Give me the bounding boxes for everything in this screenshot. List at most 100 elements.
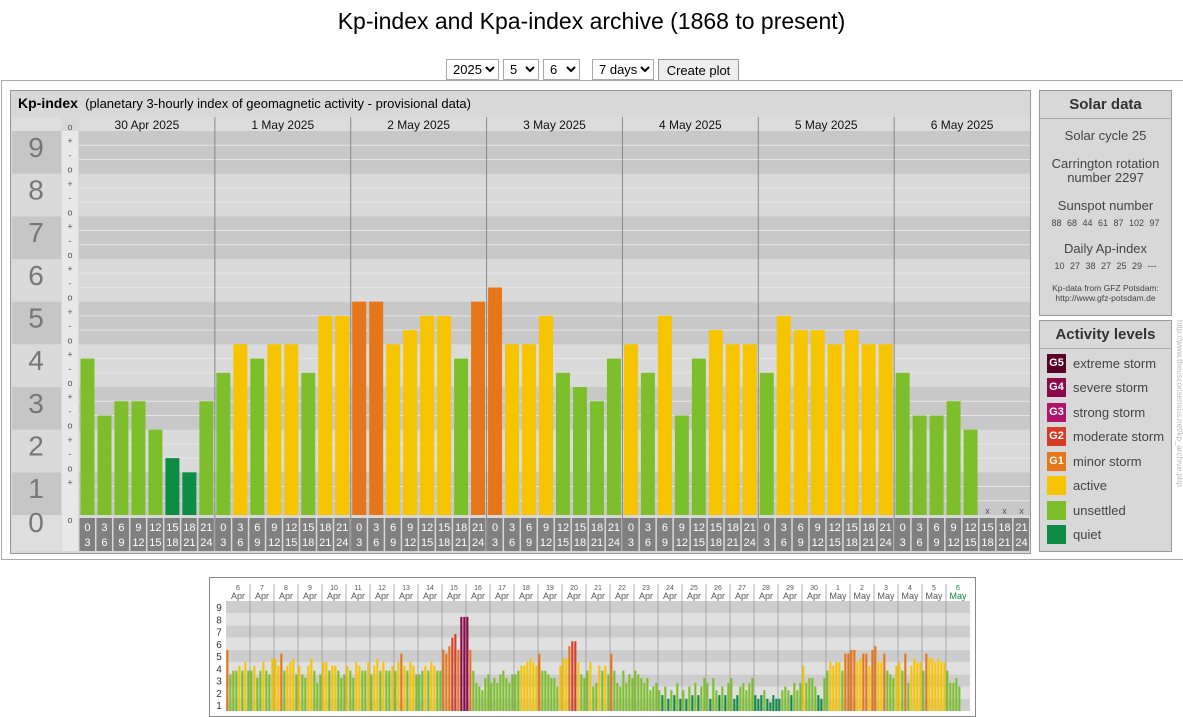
- overview-bar: [283, 670, 286, 711]
- kp-hour-end-label: 6: [781, 537, 787, 549]
- kp-hour-start-label: 12: [421, 522, 433, 534]
- overview-bar: [274, 658, 277, 711]
- kp-hour-cell: [385, 518, 401, 551]
- kp-hour-start-label: 21: [744, 522, 756, 534]
- kp-panel-title: Kp-index: [18, 95, 78, 111]
- kp-sub-tick-label: o: [67, 463, 72, 473]
- kp-y-tick-label: 4: [28, 345, 44, 376]
- overview-bar: [436, 670, 439, 711]
- kp-hour-start-label: 9: [271, 522, 277, 534]
- overview-bar: [673, 695, 676, 711]
- month-select[interactable]: 5: [503, 59, 539, 80]
- overview-bar: [763, 690, 766, 711]
- overview-bar: [235, 670, 238, 711]
- overview-y-tick-label: 1: [216, 701, 222, 712]
- kp-bar: [369, 301, 384, 515]
- kp-hour-end-label: 21: [998, 537, 1010, 549]
- overview-bar: [853, 649, 856, 711]
- overview-bar: [736, 695, 739, 711]
- overview-bar: [469, 649, 472, 711]
- kp-bar: [878, 344, 893, 515]
- legend-item: G3 strong storm: [1040, 400, 1171, 425]
- overview-bar: [955, 678, 958, 711]
- overview-bar: [928, 658, 931, 711]
- page-title: Kp-index and Kpa-index archive (1868 to …: [337, 8, 846, 34]
- overview-bar: [541, 670, 544, 711]
- overview-bar: [898, 662, 901, 711]
- overview-bar: [328, 670, 331, 711]
- overview-bar: [850, 649, 853, 711]
- year-select[interactable]: 2025: [446, 59, 499, 80]
- legend-item: G2 moderate storm: [1040, 425, 1171, 450]
- overview-bar: [697, 695, 700, 711]
- overview-bar: [268, 674, 271, 711]
- overview-bar: [694, 682, 697, 711]
- kp-bar: [131, 401, 146, 515]
- kp-day-label: 1 May 2025: [251, 118, 314, 132]
- overview-y-tick-label: 4: [216, 664, 222, 675]
- overview-day-number: 9: [308, 585, 312, 592]
- overview-bar: [766, 698, 769, 711]
- kp-bar: [318, 315, 333, 515]
- kp-hour-end-label: 3: [900, 537, 906, 549]
- overview-month-label: Apr: [783, 591, 797, 601]
- overview-bar: [790, 695, 793, 711]
- overview-bar: [346, 665, 349, 711]
- overview-bar: [622, 670, 625, 711]
- overview-bar: [514, 674, 517, 711]
- kp-hour-start-label: 12: [285, 522, 297, 534]
- kp-bar: [827, 344, 842, 515]
- overview-bar: [502, 670, 505, 711]
- overview-day-number: 30: [810, 585, 818, 592]
- kp-hour-start-label: 9: [543, 522, 549, 534]
- overview-bar: [925, 653, 928, 711]
- overview-bar: [457, 649, 460, 711]
- overview-bar: [724, 695, 727, 711]
- overview-day-number: 6: [956, 585, 960, 592]
- kp-sub-tick-label: -: [69, 364, 72, 374]
- legend-swatch: [1047, 525, 1066, 545]
- overview-bar: [691, 695, 694, 711]
- kp-sub-tick-label: -: [69, 193, 72, 203]
- overview-bar: [634, 670, 637, 711]
- overview-y-tick-label: 3: [216, 677, 222, 688]
- overview-bar: [952, 682, 955, 711]
- overview-bar: [427, 670, 430, 711]
- overview-bar: [553, 678, 556, 711]
- legend-swatch: G3: [1047, 402, 1066, 422]
- kp-bar: [742, 344, 757, 515]
- kp-hour-cell: [945, 518, 962, 551]
- kp-hour-end-label: 9: [118, 537, 124, 549]
- kp-hour-cell: [962, 518, 979, 551]
- kp-sub-tick-label: o: [67, 250, 72, 260]
- overview-month-label: Apr: [495, 591, 509, 601]
- kp-panel-subtitle: (planetary 3-hourly index of geomagnetic…: [85, 96, 471, 111]
- kp-hour-cell: [453, 518, 469, 551]
- kp-bar: [216, 372, 231, 515]
- kp-y-tick-label: 6: [28, 260, 44, 291]
- kp-hour-end-label: 12: [676, 537, 688, 549]
- overview-bar: [661, 695, 664, 711]
- kp-hour-end-label: 6: [237, 537, 243, 549]
- kp-hour-end-label: 24: [608, 537, 620, 549]
- kp-band: [79, 216, 1030, 259]
- overview-month-label: Apr: [615, 591, 629, 601]
- overview-bar: [823, 678, 826, 711]
- kp-axis-band: [12, 259, 61, 302]
- overview-bar: [409, 662, 412, 711]
- overview-bar: [619, 686, 622, 711]
- span-select[interactable]: 7 days: [592, 59, 654, 80]
- overview-bar: [331, 665, 334, 711]
- overview-day-number: 11: [354, 585, 361, 592]
- overview-bar: [340, 678, 343, 711]
- overview-bar: [481, 690, 484, 711]
- overview-y-tick-label: 9: [216, 603, 222, 614]
- overview-bar: [238, 665, 241, 711]
- overview-bar: [406, 670, 409, 711]
- overview-bar: [592, 686, 595, 711]
- overview-month-label: Apr: [759, 591, 773, 601]
- day-select[interactable]: 6: [543, 59, 580, 80]
- overview-bar: [583, 678, 586, 711]
- overview-month-label: Apr: [255, 591, 269, 601]
- overview-bar: [835, 662, 838, 711]
